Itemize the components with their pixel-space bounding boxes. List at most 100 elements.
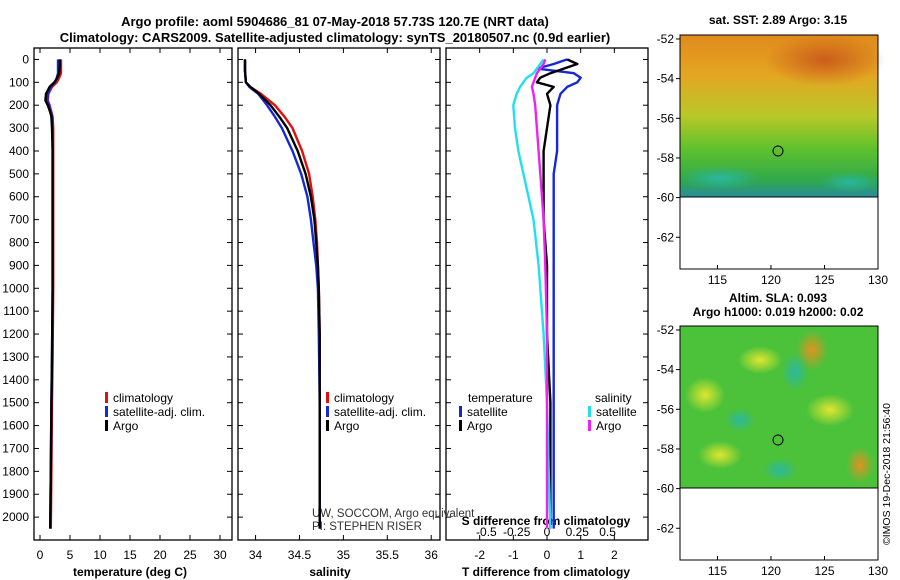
map-lat-label: -62 bbox=[657, 521, 675, 535]
legend-label-t-satellite: satellite bbox=[467, 405, 508, 419]
depth-tick-label: 400 bbox=[9, 144, 29, 158]
x-tick-label: 2 bbox=[611, 548, 618, 562]
x-tick-label: 25 bbox=[183, 548, 197, 562]
depth-tick-label: 1500 bbox=[2, 396, 29, 410]
temperature-panel bbox=[33, 47, 233, 541]
sst-map-axes: -52 -54 -56 -58 -60 -62 115 120 125 130 bbox=[657, 32, 889, 287]
sla-low-patch bbox=[724, 408, 756, 432]
title-line-2: Climatology: CARS2009. Satellite-adjuste… bbox=[60, 30, 611, 45]
map-lat-label: -60 bbox=[657, 482, 675, 496]
sla-high-patch bbox=[738, 346, 782, 374]
legend-swatch-climatology bbox=[326, 392, 329, 403]
depth-tick-label: 2000 bbox=[2, 510, 29, 524]
sla-high-patch bbox=[685, 377, 725, 413]
sst-map-title: sat. SST: 2.89 Argo: 3.15 bbox=[709, 13, 848, 27]
legend-swatch-argo bbox=[326, 420, 329, 431]
legend-title-temperature: temperature bbox=[468, 391, 533, 405]
s-diff-tick-label: -0.5 bbox=[476, 525, 497, 539]
legend-swatch-s-satellite bbox=[588, 406, 591, 417]
depth-tick-label: 800 bbox=[9, 236, 29, 250]
x-tick-label: 34 bbox=[249, 548, 263, 562]
map-lat-label: -60 bbox=[657, 191, 675, 205]
salinity-legend: climatology satellite-adj. clim. Argo bbox=[326, 391, 426, 433]
attribution-line-2: PI: STEPHEN RISER bbox=[312, 521, 422, 533]
series-line-argo bbox=[243, 59, 321, 529]
map-lon-label: 120 bbox=[761, 564, 781, 578]
depth-tick-label: 1300 bbox=[2, 350, 29, 364]
legend-swatch-t-argo bbox=[459, 420, 462, 431]
map-lon-label: 125 bbox=[814, 273, 834, 287]
map-lon-label: 130 bbox=[868, 273, 888, 287]
series-line-argo bbox=[44, 59, 61, 529]
map-lon-label: 120 bbox=[761, 273, 781, 287]
sla-argo-location-marker bbox=[772, 434, 784, 446]
x-tick-label: -2 bbox=[474, 548, 485, 562]
map-lat-label: -62 bbox=[657, 230, 675, 244]
x-tick-label: 5 bbox=[67, 548, 74, 562]
legend-swatch-climatology bbox=[105, 392, 108, 403]
salinity-panel bbox=[237, 47, 441, 541]
sla-high-patch bbox=[698, 441, 742, 469]
legend-swatch-argo bbox=[105, 420, 108, 431]
map-lat-label: -54 bbox=[657, 363, 675, 377]
depth-tick-label: 600 bbox=[9, 190, 29, 204]
legend-label-climatology: climatology bbox=[334, 391, 394, 405]
legend-label-argo: Argo bbox=[113, 419, 139, 433]
sst-map bbox=[679, 34, 885, 270]
x-tick-label: 34.5 bbox=[288, 548, 312, 562]
sla-high-patch bbox=[846, 447, 874, 483]
legend-label-t-argo: Argo bbox=[467, 419, 493, 433]
depth-tick-label: 500 bbox=[9, 167, 29, 181]
map-lat-label: -54 bbox=[657, 72, 675, 86]
depth-tick-label: 1600 bbox=[2, 419, 29, 433]
temperature-xlabel: temperature (deg C) bbox=[73, 565, 187, 579]
depth-tick-label: 1800 bbox=[2, 464, 29, 478]
sla-high-patch bbox=[806, 394, 854, 426]
map-lat-label: -56 bbox=[657, 402, 675, 416]
x-tick-label: 0 bbox=[37, 548, 44, 562]
depth-tick-label: 200 bbox=[9, 98, 29, 112]
depth-tick-label: 1100 bbox=[3, 304, 29, 318]
attribution-line-1: UW, SOCCOM, Argo equivalent bbox=[312, 508, 475, 520]
series-line-temperature-satellite bbox=[535, 58, 582, 529]
depth-tick-label: 900 bbox=[9, 258, 29, 272]
imos-credit: ©IMOS 19-Dec-2018 21:56:40 bbox=[881, 403, 893, 545]
map-lon-label: 115 bbox=[708, 273, 727, 287]
sst-cool-patch bbox=[820, 172, 880, 192]
legend-label-satellite: satellite-adj. clim. bbox=[113, 405, 205, 419]
legend-swatch-satellite bbox=[326, 406, 329, 417]
x-tick-label: 35.5 bbox=[376, 548, 400, 562]
map-lon-label: 125 bbox=[814, 564, 834, 578]
map-lat-label: -58 bbox=[657, 442, 675, 456]
depth-axis: 0 100 200 300 400 500 600 700 800 900 1000 1100 1200… bbox=[2, 52, 648, 524]
depth-tick-label: 700 bbox=[9, 213, 29, 227]
t-diff-xlabel: T difference from climatology bbox=[462, 565, 630, 579]
map-lat-label: -52 bbox=[657, 323, 675, 337]
sla-low-patch bbox=[781, 352, 809, 392]
sla-map-axes: -52 -54 -56 -58 -60 -62 115 120 125 130 bbox=[657, 323, 889, 578]
sst-warm-patch bbox=[765, 34, 885, 86]
map-lat-label: -56 bbox=[657, 111, 675, 125]
temperature-legend: climatology satellite-adj. clim. Argo bbox=[105, 391, 205, 433]
sla-map-title-2: Argo h1000: 0.019 h2000: 0.02 bbox=[693, 305, 864, 319]
x-tick-label: 35 bbox=[337, 548, 351, 562]
x-tick-label: 0 bbox=[544, 548, 551, 562]
depth-tick-label: 300 bbox=[9, 121, 29, 135]
legend-label-s-argo: Argo bbox=[596, 419, 622, 433]
s-diff-tick-label: 0.25 bbox=[566, 525, 590, 539]
legend-label-s-satellite: satellite bbox=[596, 405, 637, 419]
map-lat-label: -58 bbox=[657, 151, 675, 165]
map-lon-label: 115 bbox=[708, 564, 727, 578]
s-diff-tick-label: 0 bbox=[544, 525, 551, 539]
legend-label-satellite: satellite-adj. clim. bbox=[334, 405, 426, 419]
sst-land-mask bbox=[679, 196, 879, 270]
sla-map-title-1: Altim. SLA: 0.093 bbox=[729, 291, 827, 305]
sst-cool-patch bbox=[680, 166, 760, 190]
depth-tick-label: 1400 bbox=[2, 373, 29, 387]
sla-map bbox=[679, 325, 879, 561]
legend-swatch-satellite bbox=[105, 406, 108, 417]
x-tick-label: 1 bbox=[577, 548, 584, 562]
legend-label-argo: Argo bbox=[334, 419, 360, 433]
depth-tick-label: 100 bbox=[9, 75, 29, 89]
